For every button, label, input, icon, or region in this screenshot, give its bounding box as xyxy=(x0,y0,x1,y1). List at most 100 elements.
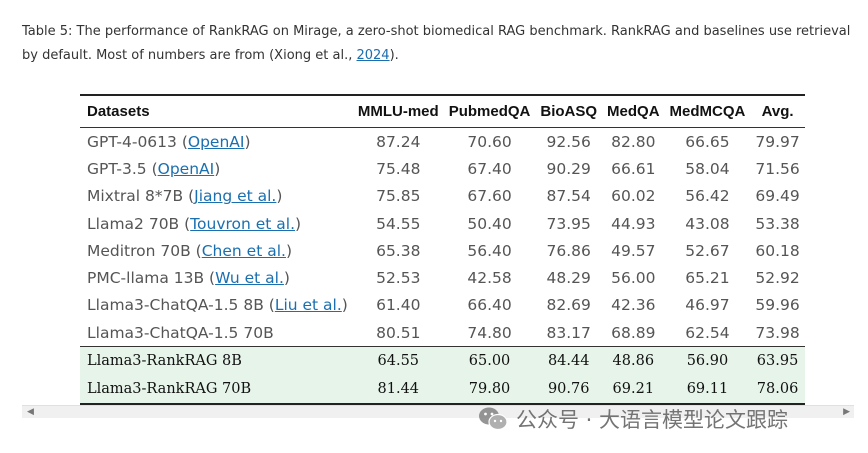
caption-text: Table 5: The performance of RankRAG on M… xyxy=(22,24,851,63)
score-pubmedqa: 74.80 xyxy=(467,323,512,342)
score-avg: 71.56 xyxy=(755,159,800,178)
score-avg: 59.96 xyxy=(755,296,800,315)
score-mmlu-med: 64.55 xyxy=(352,346,444,376)
score-medmcqa: 66.65 xyxy=(685,132,730,151)
table-row-rankrag: Llama3-RankRAG 70B 81.44 79.80 90.76 69.21 69… xyxy=(80,375,805,405)
score-mmlu-med: 87.24 xyxy=(376,132,421,151)
table-row: GPT-4-0613 (OpenAI) 87.24 70.60 92.56 82.80 6… xyxy=(80,128,805,156)
score-medmcqa: 52.67 xyxy=(685,241,730,260)
score-pubmedqa: 70.60 xyxy=(467,132,512,151)
model-name: Mixtral 8*7B ( xyxy=(87,187,195,206)
header-medmcqa: MedMCQA xyxy=(664,95,751,128)
citation-link-openai[interactable]: OpenAI xyxy=(157,159,215,178)
score-pubmedqa: 67.60 xyxy=(467,187,512,206)
score-medmcqa: 56.90 xyxy=(664,346,751,376)
citation-link-jiang-et-al[interactable]: Jiang et al. xyxy=(194,187,277,206)
score-bioasq: 84.44 xyxy=(535,346,603,376)
model-name: Llama2 70B ( xyxy=(87,214,191,233)
score-medqa: 68.89 xyxy=(611,323,656,342)
score-avg: 73.98 xyxy=(755,323,800,342)
table-header-row: Datasets MMLU-med PubmedQA BioASQ MedQA … xyxy=(80,95,805,128)
score-pubmedqa: 50.40 xyxy=(467,214,512,233)
score-medqa: 49.57 xyxy=(611,241,656,260)
citation-link-2024[interactable]: 2024 xyxy=(356,48,390,63)
score-mmlu-med: 54.55 xyxy=(376,214,421,233)
header-avg: Avg. xyxy=(750,95,805,128)
score-medmcqa: 58.04 xyxy=(685,159,730,178)
score-bioasq: 92.56 xyxy=(546,132,591,151)
score-avg: 63.95 xyxy=(750,346,805,376)
model-name-cell: GPT-4-0613 (OpenAI) xyxy=(80,128,353,156)
header-medqa: MedQA xyxy=(602,95,665,128)
score-pubmedqa: 67.40 xyxy=(467,159,512,178)
table-row: Llama3-ChatQA-1.5 70B 80.51 74.80 83.17 68.8… xyxy=(80,319,805,347)
model-name: Meditron 70B ( xyxy=(87,241,202,260)
paren-close: ) xyxy=(214,159,221,178)
model-name-cell: Mixtral 8*7B (Jiang et al.) xyxy=(80,183,353,210)
score-medmcqa: 56.42 xyxy=(685,187,730,206)
model-name: Llama3-ChatQA-1.5 8B ( xyxy=(87,296,275,315)
score-avg: 79.97 xyxy=(755,132,800,151)
score-bioasq: 82.69 xyxy=(546,296,591,315)
score-pubmedqa: 79.80 xyxy=(443,375,536,405)
header-bioasq: BioASQ xyxy=(535,95,603,128)
table-row: Mixtral 8*7B (Jiang et al.) 75.85 67.60 87.… xyxy=(80,183,805,210)
model-name-cell: Llama3-ChatQA-1.5 70B xyxy=(80,319,353,347)
score-bioasq: 90.76 xyxy=(535,375,603,405)
paren-close: ) xyxy=(295,214,302,233)
score-medqa: 69.21 xyxy=(602,375,665,405)
header-pubmedqa: PubmedQA xyxy=(443,95,536,128)
table-caption: Table 5: The performance of RankRAG on M… xyxy=(22,20,860,68)
watermark-text: 公众号 · 大语言模型论文跟踪 xyxy=(516,408,789,432)
header-mmlu-med: MMLU-med xyxy=(352,95,444,128)
score-mmlu-med: 81.44 xyxy=(352,375,444,405)
score-medmcqa: 69.11 xyxy=(664,375,751,405)
paren-close: ) xyxy=(341,296,348,315)
score-avg: 69.49 xyxy=(755,187,800,206)
score-pubmedqa: 42.58 xyxy=(467,269,512,288)
score-medqa: 48.86 xyxy=(602,346,665,376)
citation-link-chen-et-al[interactable]: Chen et al. xyxy=(201,241,286,260)
score-medqa: 66.61 xyxy=(611,159,656,178)
model-name: PMC-llama 13B ( xyxy=(87,269,216,288)
score-pubmedqa: 66.40 xyxy=(467,296,512,315)
citation-link-wu-et-al[interactable]: Wu et al. xyxy=(215,269,284,288)
score-avg: 53.38 xyxy=(755,214,800,233)
citation-link-liu-et-al[interactable]: Liu et al. xyxy=(274,296,342,315)
model-name-cell: Llama2 70B (Touvron et al.) xyxy=(80,210,353,237)
score-medqa: 60.02 xyxy=(611,187,656,206)
score-medqa: 56.00 xyxy=(611,269,656,288)
table-row-rankrag: Llama3-RankRAG 8B 64.55 65.00 84.44 48.86 56.… xyxy=(80,346,805,376)
paren-close: ) xyxy=(285,241,293,260)
caption-text-end: ). xyxy=(389,48,399,63)
score-medmcqa: 46.97 xyxy=(685,296,730,315)
watermark: 公众号 · 大语言模型论文跟踪 xyxy=(478,404,788,434)
score-medqa: 44.93 xyxy=(611,214,656,233)
score-medqa: 82.80 xyxy=(611,132,656,151)
model-name: GPT-3.5 ( xyxy=(87,159,158,178)
model-name: Llama3-RankRAG 8B xyxy=(80,346,353,376)
scroll-left-arrow-icon[interactable]: ◀ xyxy=(27,407,34,417)
header-datasets: Datasets xyxy=(80,95,353,128)
scroll-right-arrow-icon[interactable]: ▶ xyxy=(843,407,850,417)
score-bioasq: 90.29 xyxy=(546,159,591,178)
score-bioasq: 83.17 xyxy=(546,323,591,342)
paren-close: ) xyxy=(276,187,283,206)
score-avg: 78.06 xyxy=(750,375,805,405)
wechat-icon xyxy=(478,406,508,432)
model-name-cell: Llama3-ChatQA-1.5 8B (Liu et al.) xyxy=(80,292,353,319)
score-pubmedqa: 65.00 xyxy=(443,346,536,376)
results-table: Datasets MMLU-med PubmedQA BioASQ MedQA … xyxy=(80,94,805,405)
paren-close: ) xyxy=(283,269,290,288)
score-medmcqa: 65.21 xyxy=(685,269,730,288)
model-name-cell: GPT-3.5 (OpenAI) xyxy=(80,155,353,182)
model-name-cell: Meditron 70B (Chen et al.) xyxy=(80,237,353,264)
horizontal-scrollbar[interactable]: ◀ ▶ xyxy=(22,405,854,418)
citation-link-touvron-et-al[interactable]: Touvron et al. xyxy=(190,214,296,233)
score-mmlu-med: 65.38 xyxy=(376,241,421,260)
score-mmlu-med: 80.51 xyxy=(376,323,421,342)
citation-link-openai[interactable]: OpenAI xyxy=(187,132,245,151)
score-medmcqa: 43.08 xyxy=(685,214,730,233)
score-mmlu-med: 52.53 xyxy=(376,269,421,288)
model-name: Llama3-ChatQA-1.5 70B xyxy=(87,323,274,342)
